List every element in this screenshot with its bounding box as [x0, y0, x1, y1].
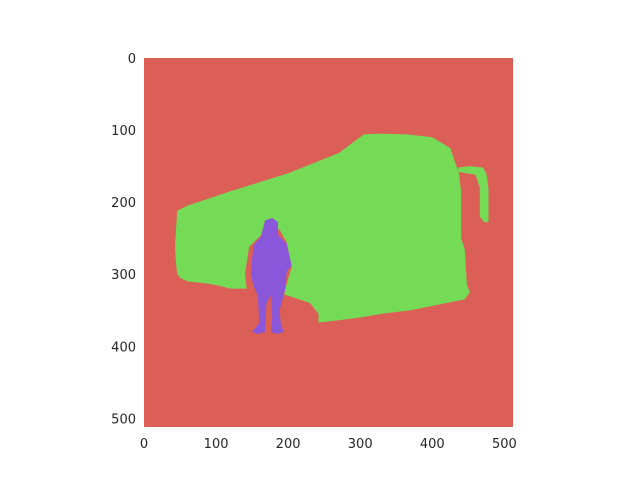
x-tick-label: 0: [140, 437, 148, 452]
plot-area: [144, 58, 513, 427]
y-tick-label: 100: [111, 124, 136, 139]
x-axis-ticks: 0 100 200 300 400 500: [140, 437, 517, 452]
x-tick-label: 500: [492, 437, 517, 452]
x-tick-label: 400: [420, 437, 445, 452]
y-tick-label: 0: [128, 52, 136, 67]
y-tick-label: 300: [111, 268, 136, 283]
y-axis-ticks: 0 100 200 300 400 500: [111, 52, 136, 427]
x-tick-label: 200: [276, 437, 301, 452]
y-tick-label: 400: [111, 340, 136, 355]
y-tick-label: 200: [111, 196, 136, 211]
x-tick-label: 300: [348, 437, 373, 452]
mask-region-class-1: [458, 166, 489, 223]
x-tick-label: 100: [204, 437, 229, 452]
y-tick-label: 500: [111, 412, 136, 427]
mask-region-class-2: [250, 218, 292, 334]
